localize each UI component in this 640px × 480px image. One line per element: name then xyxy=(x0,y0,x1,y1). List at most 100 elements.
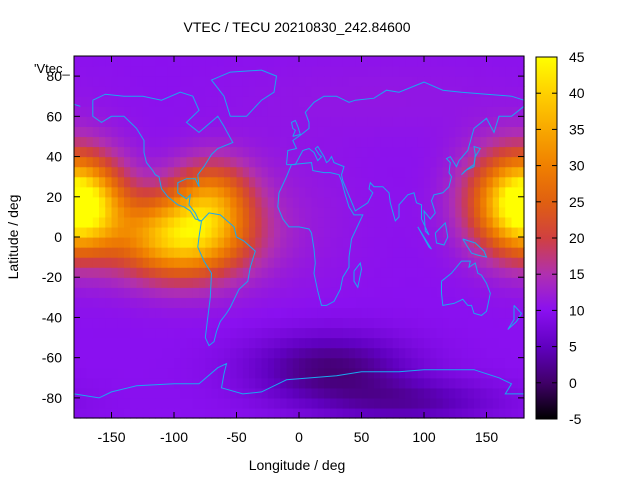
heatmap-cell xyxy=(436,146,444,158)
heatmap-cell xyxy=(180,216,188,228)
heatmap-cell xyxy=(130,206,138,218)
heatmap-cell xyxy=(174,206,181,218)
heatmap-cell xyxy=(105,237,113,248)
heatmap-cell xyxy=(499,186,506,198)
heatmap-cell xyxy=(186,367,194,379)
heatmap-cell xyxy=(74,327,81,339)
heatmap-cell xyxy=(405,126,413,138)
heatmap-cell xyxy=(324,176,331,188)
heatmap-cell xyxy=(436,66,444,77)
heatmap-cell xyxy=(167,196,175,208)
heatmap-cell xyxy=(180,206,188,218)
heatmap-cell xyxy=(449,367,456,379)
heatmap-cell xyxy=(186,76,194,87)
heatmap-cell xyxy=(167,106,175,117)
heatmap-cell xyxy=(80,126,88,138)
heatmap-cell xyxy=(130,397,138,409)
heatmap-cell xyxy=(374,327,381,339)
heatmap-cell xyxy=(149,206,156,218)
heatmap-cell xyxy=(355,327,363,339)
heatmap-cell xyxy=(517,317,525,329)
heatmap-cell xyxy=(417,176,425,188)
heatmap-cell xyxy=(74,257,81,268)
heatmap-cell xyxy=(161,267,169,278)
heatmap-cell xyxy=(192,156,200,168)
heatmap-cell xyxy=(174,96,181,107)
heatmap-cell xyxy=(374,407,381,419)
heatmap-cell xyxy=(430,216,438,228)
heatmap-cell xyxy=(217,397,225,409)
heatmap-cell xyxy=(342,106,350,117)
heatmap-cell xyxy=(361,216,369,228)
heatmap-cell xyxy=(449,387,456,399)
heatmap-cell xyxy=(361,247,369,258)
heatmap-cell xyxy=(461,337,469,349)
heatmap-cell xyxy=(205,96,213,107)
heatmap-cell xyxy=(349,216,356,228)
heatmap-cell xyxy=(361,176,369,188)
heatmap-cell xyxy=(211,116,219,127)
heatmap-cell xyxy=(480,267,488,278)
heatmap-cell xyxy=(161,347,169,359)
heatmap-cell xyxy=(380,156,388,168)
heatmap-cell xyxy=(374,206,381,218)
heatmap-cell xyxy=(255,56,263,67)
heatmap-cell xyxy=(517,56,525,67)
heatmap-cell xyxy=(192,76,200,87)
heatmap-cell xyxy=(461,247,469,258)
heatmap-cell xyxy=(367,166,375,178)
heatmap-cell xyxy=(517,247,525,258)
heatmap-cell xyxy=(311,56,319,67)
heatmap-cell xyxy=(411,307,419,319)
heatmap-cell xyxy=(192,397,200,409)
heatmap-cell xyxy=(180,226,188,238)
heatmap-cell xyxy=(217,257,225,268)
heatmap-cell xyxy=(517,297,525,308)
x-tick-label: -150 xyxy=(97,429,125,445)
heatmap-cell xyxy=(130,126,138,138)
heatmap-cell xyxy=(192,96,200,107)
heatmap-cell xyxy=(130,327,138,339)
heatmap-cell xyxy=(249,237,256,248)
heatmap-cell xyxy=(480,96,488,107)
heatmap-cell xyxy=(174,307,181,319)
heatmap-cell xyxy=(242,86,250,97)
heatmap-cell xyxy=(442,277,450,288)
heatmap-cell xyxy=(436,166,444,178)
heatmap-cell xyxy=(411,186,419,198)
heatmap-cell xyxy=(499,136,506,148)
heatmap-cell xyxy=(167,257,175,268)
heatmap-cell xyxy=(467,357,475,369)
heatmap-cell xyxy=(130,387,138,399)
heatmap-cell xyxy=(361,377,369,389)
heatmap-cell xyxy=(411,357,419,369)
heatmap-cell xyxy=(230,136,238,148)
heatmap-cell xyxy=(199,116,206,127)
heatmap-cell xyxy=(380,206,388,218)
heatmap-cell xyxy=(167,407,175,419)
heatmap-cell xyxy=(105,367,113,379)
heatmap-cell xyxy=(324,317,331,329)
heatmap-cell xyxy=(92,166,100,178)
heatmap-cell xyxy=(124,216,131,228)
heatmap-cell xyxy=(236,186,244,198)
heatmap-cell xyxy=(286,327,294,339)
heatmap-cell xyxy=(267,237,275,248)
heatmap-cell xyxy=(324,106,331,117)
heatmap-cell xyxy=(105,206,113,218)
heatmap-cell xyxy=(399,267,406,278)
heatmap-cell xyxy=(236,166,244,178)
heatmap-cell xyxy=(517,156,525,168)
heatmap-cell xyxy=(324,76,331,87)
heatmap-cell xyxy=(136,196,144,208)
heatmap-cell xyxy=(167,216,175,228)
heatmap-cell xyxy=(117,307,125,319)
heatmap-cell xyxy=(180,327,188,339)
heatmap-cell xyxy=(286,267,294,278)
heatmap-cell xyxy=(305,196,313,208)
heatmap-cell xyxy=(399,317,406,329)
heatmap-cell xyxy=(386,327,394,339)
heatmap-cell xyxy=(174,156,181,168)
heatmap-cell xyxy=(242,206,250,218)
heatmap-cell xyxy=(242,307,250,319)
